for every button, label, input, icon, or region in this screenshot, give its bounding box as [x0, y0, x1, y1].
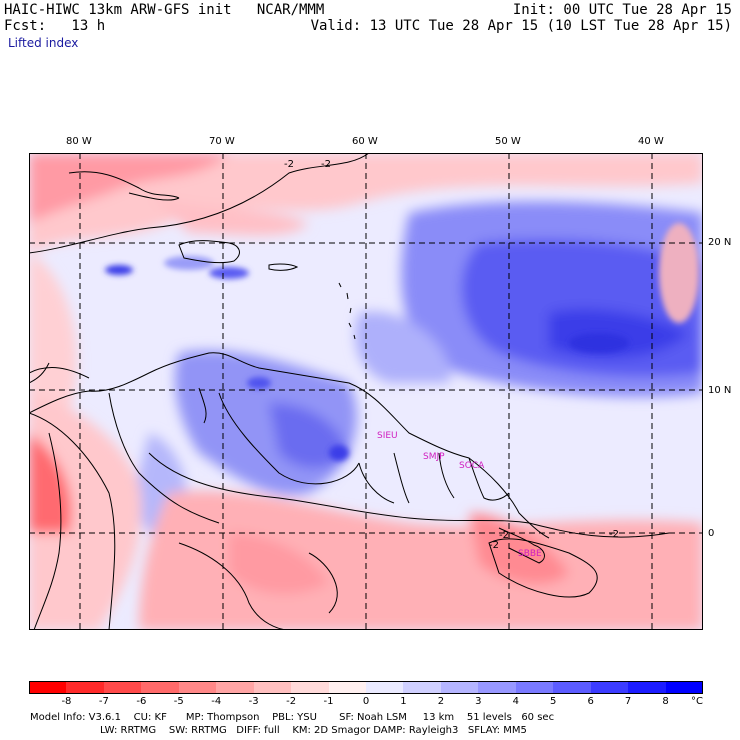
lon-label-80w: 80 W	[66, 136, 92, 147]
legend-tick-label: 5	[550, 696, 557, 707]
header-init-time: Init: 00 UTC Tue 28 Apr 15	[512, 2, 732, 18]
field-shading	[29, 153, 703, 630]
legend-swatch	[29, 681, 67, 694]
legend-swatch	[216, 681, 255, 694]
legend-tick-label: -3	[248, 696, 259, 707]
lon-label-60w: 60 W	[352, 136, 378, 147]
legend-tick-label: 0	[362, 696, 370, 707]
legend-swatch	[366, 681, 404, 694]
legend-swatch	[328, 681, 367, 694]
legend-swatch	[553, 681, 592, 694]
legend-swatch	[440, 681, 479, 694]
lon-label-50w: 50 W	[495, 136, 521, 147]
coastlines	[29, 171, 550, 630]
station-label-sbbe: SBBE	[518, 549, 542, 559]
legend-tick-label: 3	[475, 696, 482, 707]
legend-colorbar	[29, 681, 704, 694]
legend-tick-label: 6	[587, 696, 594, 707]
field-name: Lifted index	[8, 36, 79, 50]
model-info-line1: Model Info: V3.6.1 CU: KF MP: Thompson P…	[30, 712, 555, 723]
lon-label-40w: 40 W	[638, 136, 664, 147]
station-label-sieu: SIEU	[377, 431, 398, 441]
contour-label: -2	[284, 159, 294, 170]
lifted-index-map: -2 -2 -2 -2 -2	[29, 153, 703, 630]
lat-label-20n: 20 N	[708, 237, 732, 248]
legend-tick-label: -4	[211, 696, 222, 707]
station-label-smjp: SMJP	[423, 452, 445, 462]
legend-swatch	[515, 681, 554, 694]
contour-label: -2	[609, 529, 619, 540]
lat-lon-grid	[29, 153, 703, 630]
legend-tick-label: -2	[286, 696, 297, 707]
legend-tick-label: -7	[98, 696, 109, 707]
legend-tick-label: -8	[61, 696, 72, 707]
legend-tick-label: 1	[400, 696, 407, 707]
legend-swatch	[403, 681, 442, 694]
station-label-soca: SOCA	[459, 461, 485, 471]
legend-swatch	[66, 681, 105, 694]
legend-swatch	[291, 681, 330, 694]
legend-swatch	[478, 681, 517, 694]
legend-tick-label: -1	[323, 696, 334, 707]
legend-tick-label: 7	[624, 696, 632, 707]
model-info-line2: LW: RRTMG SW: RRTMG DIFF: full KM: 2D Sm…	[100, 725, 527, 736]
legend-tick-label: -6	[136, 696, 147, 707]
contour-lines	[29, 153, 670, 630]
legend-swatch	[178, 681, 217, 694]
contour-label: -2	[489, 540, 499, 551]
lat-label-10n: 10 N	[708, 385, 732, 396]
legend-swatch	[253, 681, 292, 694]
legend-tick-label: 8	[662, 696, 669, 707]
header-valid-time: Valid: 13 UTC Tue 28 Apr 15 (10 LST Tue …	[310, 18, 732, 34]
fine-shading	[105, 223, 699, 461]
header-forecast-hour: Fcst: 13 h	[4, 18, 106, 34]
header-title: HAIC-HIWC 13km ARW-GFS init NCAR/MMM	[4, 2, 325, 18]
legend-unit: °C	[691, 696, 703, 707]
legend-swatch	[141, 681, 180, 694]
legend-tick-label: 4	[512, 696, 519, 707]
legend-swatch	[628, 681, 667, 694]
contour-label: -2	[499, 530, 509, 541]
lat-label-equator: 0	[708, 528, 715, 539]
legend-tick-label: 2	[437, 696, 445, 707]
legend-tick-label: -5	[173, 696, 184, 707]
legend-swatch	[590, 681, 629, 694]
contour-label: -2	[321, 159, 331, 170]
map-frame	[29, 153, 703, 630]
legend-swatch	[103, 681, 142, 694]
legend-frame	[29, 681, 703, 694]
lon-label-70w: 70 W	[209, 136, 235, 147]
legend-swatch	[665, 681, 704, 694]
